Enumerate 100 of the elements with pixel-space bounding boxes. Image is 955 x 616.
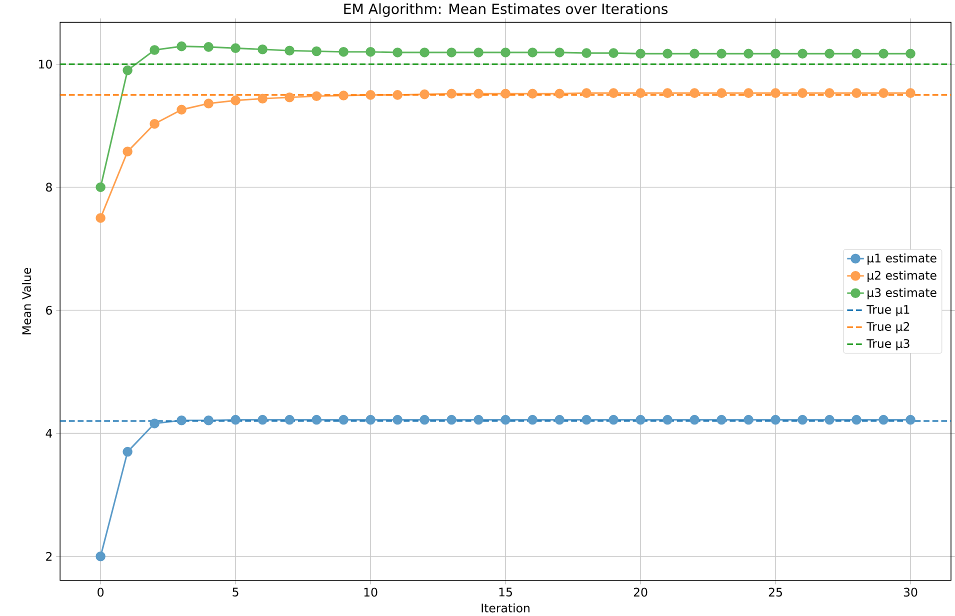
legend-label: μ1 estimate [868,254,936,265]
point [204,416,214,426]
point [852,415,862,425]
legend-label: μ3 estimate [868,288,936,300]
point [312,46,322,56]
legend-label: True μ2 [866,322,910,334]
point [528,415,538,425]
point [96,552,106,562]
point [96,213,106,224]
point [284,415,294,425]
point [662,415,672,425]
point [176,104,186,115]
point [230,96,240,106]
point [446,88,456,99]
point [312,91,322,102]
point [474,88,484,99]
legend-label: True μ3 [866,339,910,350]
point [824,88,834,98]
point [366,47,376,57]
point [230,415,240,425]
point [338,415,348,425]
point [500,415,510,425]
point [662,48,672,59]
point [338,90,348,101]
point [878,415,888,425]
point [798,48,808,59]
point [420,90,430,100]
point [636,48,646,59]
point [122,146,132,157]
point [474,415,484,425]
x-axis-title: Iteration [482,603,530,613]
point [824,415,834,425]
point [500,48,510,58]
point [284,92,294,102]
point [582,415,592,425]
point [852,88,862,98]
point [122,447,132,457]
point [906,88,916,98]
point [744,415,754,425]
point [824,48,834,59]
point [392,48,402,58]
point [392,90,402,100]
point [852,48,862,59]
point [150,119,160,129]
x-tick-label: 0 [98,588,104,597]
point [176,416,186,426]
point [122,66,132,76]
point [744,88,754,98]
y-axis-title: Mean Value [22,268,32,334]
x-tick-label: 15 [499,588,512,597]
point [528,48,538,58]
point [716,48,726,59]
point [500,88,510,99]
point [878,88,888,98]
point [770,415,780,425]
point [636,88,646,98]
point [554,88,564,99]
point [420,48,430,58]
point [608,48,618,58]
point [770,48,780,59]
point [528,88,538,99]
point [636,415,646,425]
point [474,48,484,58]
point [258,415,268,425]
point [906,48,916,59]
point [258,94,268,104]
point [608,415,618,425]
point [798,88,808,98]
y-tick-label: 8 [46,182,52,192]
y-tick-label: 10 [39,60,52,69]
point [392,415,402,425]
point [230,43,240,54]
point [662,88,672,98]
point [366,90,376,100]
point [446,415,456,425]
point [582,48,592,58]
point [96,182,106,192]
point [204,98,214,109]
y-tick-label: 2 [46,552,52,561]
point [690,88,700,98]
legend-label: True μ1 [866,305,910,316]
point [420,415,430,425]
point [716,88,726,98]
x-tick-label: 30 [904,588,918,597]
point [204,42,214,52]
point [716,415,726,425]
point [744,48,754,59]
point [582,88,592,98]
point [690,415,700,425]
point [608,88,618,98]
point [554,48,564,58]
point [878,48,888,59]
point [366,415,376,425]
x-tick-label: 20 [634,588,648,597]
chart-title: EM Algorithm: Mean Estimates over Iterations [344,3,668,18]
point [798,415,808,425]
point [338,47,348,57]
y-tick-label: 6 [46,306,52,315]
point [258,44,268,54]
point [150,418,160,429]
